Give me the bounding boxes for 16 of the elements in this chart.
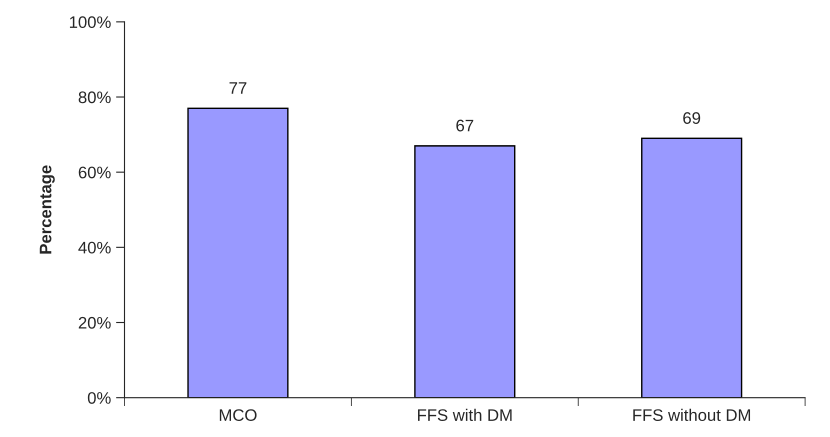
y-tick-label: 60% [78,166,111,178]
y-tick-label: 40% [78,242,111,254]
bar [641,138,742,398]
x-tick-label: FFS with DM [418,408,512,422]
bar [414,145,516,398]
y-axis-title: Percentage [40,165,55,254]
x-tick-label: MCO [220,409,257,422]
y-tick-label: 0% [88,392,111,404]
data-label: 77 [230,82,246,94]
data-label: 67 [456,120,474,132]
bar [187,108,289,398]
x-tick-label: FFS without DM [633,408,750,422]
data-label: 69 [683,112,700,124]
y-tick-label: 80% [78,91,111,104]
y-tick-label: 100% [70,16,111,28]
y-tick-label: 20% [78,316,111,329]
